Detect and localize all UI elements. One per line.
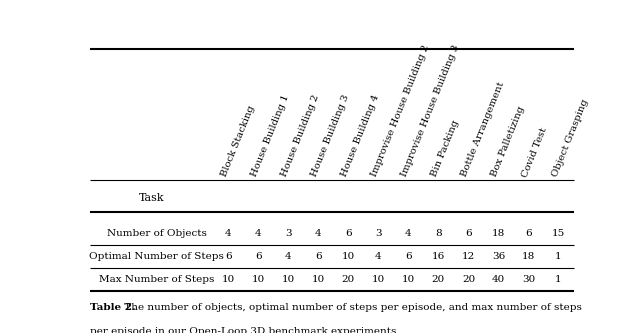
Text: 36: 36 [492, 252, 505, 261]
Text: 10: 10 [282, 275, 295, 284]
Text: 4: 4 [225, 229, 232, 238]
Text: House Building 3: House Building 3 [310, 94, 351, 178]
Text: Improvise House Building 2: Improvise House Building 2 [370, 44, 431, 178]
Text: 8: 8 [435, 229, 442, 238]
Text: 4: 4 [375, 252, 381, 261]
Text: 16: 16 [432, 252, 445, 261]
Text: House Building 4: House Building 4 [340, 94, 381, 178]
Text: 4: 4 [315, 229, 322, 238]
Text: Object Grasping: Object Grasping [550, 98, 589, 178]
Text: 6: 6 [525, 229, 532, 238]
Text: 6: 6 [405, 252, 412, 261]
Text: 1: 1 [555, 252, 562, 261]
Text: 3: 3 [285, 229, 292, 238]
Text: 6: 6 [315, 252, 322, 261]
Text: 6: 6 [345, 229, 351, 238]
Text: 6: 6 [465, 229, 472, 238]
Text: House Building 2: House Building 2 [280, 94, 321, 178]
Text: Box Palletizing: Box Palletizing [490, 105, 527, 178]
Text: Block Stacking: Block Stacking [220, 105, 257, 178]
Text: 18: 18 [492, 229, 505, 238]
Text: 10: 10 [372, 275, 385, 284]
Text: 4: 4 [405, 229, 412, 238]
Text: The number of objects, optimal number of steps per episode, and max number of st: The number of objects, optimal number of… [121, 303, 582, 312]
Text: Optimal Number of Steps: Optimal Number of Steps [89, 252, 224, 261]
Text: 18: 18 [522, 252, 535, 261]
Text: Bottle Arrangement: Bottle Arrangement [460, 81, 506, 178]
Text: 4: 4 [285, 252, 292, 261]
Text: 20: 20 [462, 275, 475, 284]
Text: 10: 10 [312, 275, 325, 284]
Text: Max Number of Steps: Max Number of Steps [99, 275, 214, 284]
Text: Table 2.: Table 2. [90, 303, 136, 312]
Text: 10: 10 [221, 275, 235, 284]
Text: 12: 12 [462, 252, 475, 261]
Text: Number of Objects: Number of Objects [107, 229, 207, 238]
Text: 3: 3 [375, 229, 381, 238]
Text: 4: 4 [255, 229, 262, 238]
Text: Improvise House Building 3: Improvise House Building 3 [400, 44, 461, 178]
Text: 20: 20 [432, 275, 445, 284]
Text: 10: 10 [342, 252, 355, 261]
Text: House Building 1: House Building 1 [250, 94, 291, 178]
Text: 20: 20 [342, 275, 355, 284]
Text: per episode in our Open-Loop 3D benchmark experiments: per episode in our Open-Loop 3D benchmar… [90, 327, 396, 333]
Text: 6: 6 [225, 252, 232, 261]
Text: 1: 1 [555, 275, 562, 284]
Text: 6: 6 [255, 252, 262, 261]
Text: Bin Packing: Bin Packing [430, 119, 461, 178]
Text: 10: 10 [252, 275, 265, 284]
Text: 30: 30 [522, 275, 535, 284]
Text: 40: 40 [492, 275, 505, 284]
Text: Covid Test: Covid Test [520, 126, 548, 178]
Text: Task: Task [139, 193, 164, 203]
Text: 10: 10 [402, 275, 415, 284]
Text: 15: 15 [552, 229, 565, 238]
